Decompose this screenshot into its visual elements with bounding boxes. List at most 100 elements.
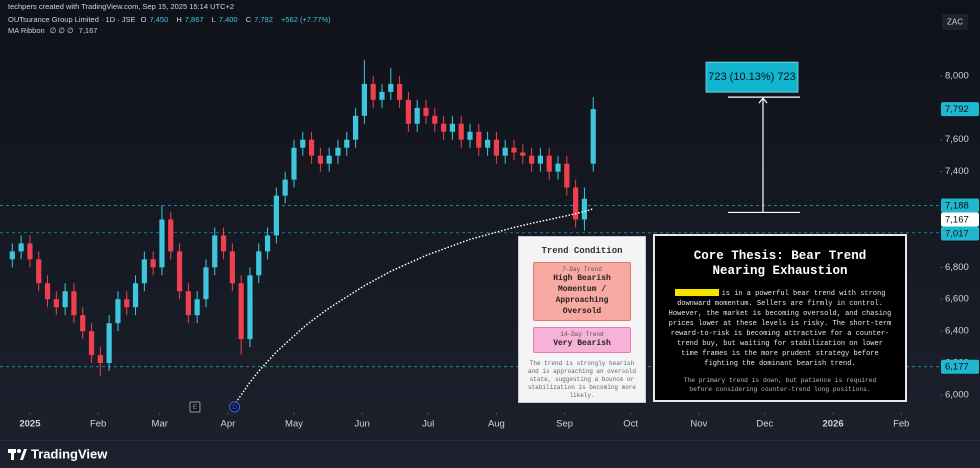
candle-body bbox=[256, 251, 262, 276]
thesis-text: is in a powerful bear trend with strong … bbox=[668, 290, 892, 368]
x-tick-label: May bbox=[285, 419, 303, 430]
ohlc-value: 7,792 bbox=[254, 15, 273, 24]
candle-body bbox=[62, 291, 68, 308]
candle-body bbox=[520, 152, 526, 156]
candle-body bbox=[335, 147, 341, 156]
candle-body bbox=[440, 123, 447, 132]
candle-body bbox=[344, 139, 350, 148]
indicator-name: MA Ribbon bbox=[8, 26, 45, 35]
candle-body bbox=[476, 131, 482, 148]
candle-body bbox=[493, 139, 500, 156]
short-trend-period: 7-Day Trend bbox=[562, 266, 602, 273]
candle-body bbox=[185, 291, 191, 316]
y-tick-label: 7,600 bbox=[945, 134, 969, 145]
long-trend-box: 14-Day Trend Very Bearish bbox=[533, 327, 631, 353]
redaction bbox=[674, 289, 719, 296]
ohlc-key: L bbox=[211, 15, 216, 24]
candle-body bbox=[141, 259, 147, 284]
candle-body bbox=[264, 235, 271, 252]
currency-box bbox=[942, 14, 968, 30]
candle-body bbox=[212, 235, 218, 268]
x-tick-label: Aug bbox=[488, 419, 505, 430]
measure-box bbox=[705, 61, 799, 93]
candle-body bbox=[423, 107, 429, 116]
y-tick-label: 8,000 bbox=[945, 70, 969, 81]
candle-body bbox=[9, 251, 15, 260]
ohlc-value: 7,867 bbox=[184, 15, 204, 24]
candle-body bbox=[203, 267, 209, 300]
candle-body bbox=[537, 155, 544, 164]
candle-body bbox=[564, 163, 570, 188]
price-label-box bbox=[941, 212, 979, 227]
candle-body bbox=[36, 259, 42, 284]
candle-body bbox=[88, 331, 95, 356]
candle-body bbox=[467, 131, 473, 140]
x-tick-label: Oct bbox=[623, 419, 638, 430]
candle-body bbox=[106, 323, 112, 364]
price-label: 7,792 bbox=[945, 104, 969, 115]
brand-logo bbox=[8, 449, 27, 460]
x-tick-label: 2026 bbox=[822, 419, 843, 430]
candle-body bbox=[590, 109, 596, 164]
long-trend-period: 14-Day Trend bbox=[560, 331, 604, 338]
price-label-box bbox=[941, 198, 979, 213]
candle-body bbox=[220, 235, 227, 252]
candle-body bbox=[432, 115, 438, 124]
attribution-text: techpers created with TradingView.com, S… bbox=[8, 2, 235, 11]
candle-body bbox=[573, 187, 579, 220]
y-tick-label: 7,400 bbox=[945, 166, 969, 177]
ohlc: C 7,792 bbox=[246, 15, 276, 24]
x-tick-label: Dec bbox=[756, 419, 773, 430]
ma-line bbox=[231, 208, 594, 409]
candle-body bbox=[247, 275, 253, 340]
price-label-box bbox=[941, 359, 979, 374]
candle-body bbox=[405, 99, 411, 124]
trend-note: The trend is strongly bearish and is app… bbox=[527, 360, 637, 399]
candle-body bbox=[124, 299, 130, 308]
y-tick-label: 6,800 bbox=[945, 262, 969, 273]
event-marker-label: E bbox=[193, 404, 198, 411]
candle-body bbox=[529, 155, 535, 164]
candle-body bbox=[502, 147, 508, 156]
plot-area bbox=[0, 59, 940, 409]
y-tick-label: 6,000 bbox=[945, 389, 969, 400]
symbol: OUTsurance Group Limited · 1D · JSE bbox=[8, 15, 136, 24]
currency: ZAC bbox=[947, 18, 963, 27]
candle-body bbox=[44, 283, 51, 300]
candle-body bbox=[326, 155, 332, 164]
price-label: 7,167 bbox=[945, 214, 969, 225]
short-trend-box: 7-Day Trend High Bearish Momentum / Appr… bbox=[533, 262, 631, 321]
ohlc-value: 7,450 bbox=[149, 15, 169, 24]
ohlc-key: H bbox=[176, 15, 182, 24]
candle-body bbox=[291, 147, 297, 180]
candle-body bbox=[273, 195, 279, 236]
x-tick-label: Feb bbox=[893, 419, 909, 430]
change: +562 (+7.77%) bbox=[281, 15, 331, 24]
event-marker bbox=[229, 401, 241, 413]
candle-body bbox=[229, 251, 235, 284]
candle-body bbox=[80, 315, 86, 332]
ohlc-key: C bbox=[245, 15, 252, 24]
thesis-footnote: The primary trend is down, but patience … bbox=[683, 377, 877, 393]
measure-arrowhead bbox=[758, 97, 768, 104]
candle-body bbox=[361, 83, 367, 116]
event-marker bbox=[189, 401, 201, 413]
candle-body bbox=[132, 283, 139, 308]
candle-body bbox=[581, 198, 588, 220]
candle-body bbox=[97, 355, 103, 364]
price-label: 6,177 bbox=[945, 362, 969, 373]
candle-body bbox=[53, 299, 59, 308]
x-tick-label: Feb bbox=[90, 419, 106, 430]
y-tick-label: 6,400 bbox=[945, 326, 969, 337]
candle-body bbox=[396, 83, 403, 100]
candle-body bbox=[370, 83, 376, 100]
candle-body bbox=[115, 299, 121, 324]
candle-body bbox=[168, 219, 174, 252]
trend-panel: Trend Condition 7-Day Trend High Bearish… bbox=[518, 236, 646, 403]
indicator-value: 7,167 bbox=[78, 26, 98, 35]
x-tick-label: Jun bbox=[355, 419, 370, 430]
candle-body bbox=[449, 123, 455, 132]
event-marker-label: D bbox=[232, 404, 237, 411]
long-trend-state: Very Bearish bbox=[553, 339, 611, 348]
x-tick-label: 2025 bbox=[19, 419, 41, 430]
